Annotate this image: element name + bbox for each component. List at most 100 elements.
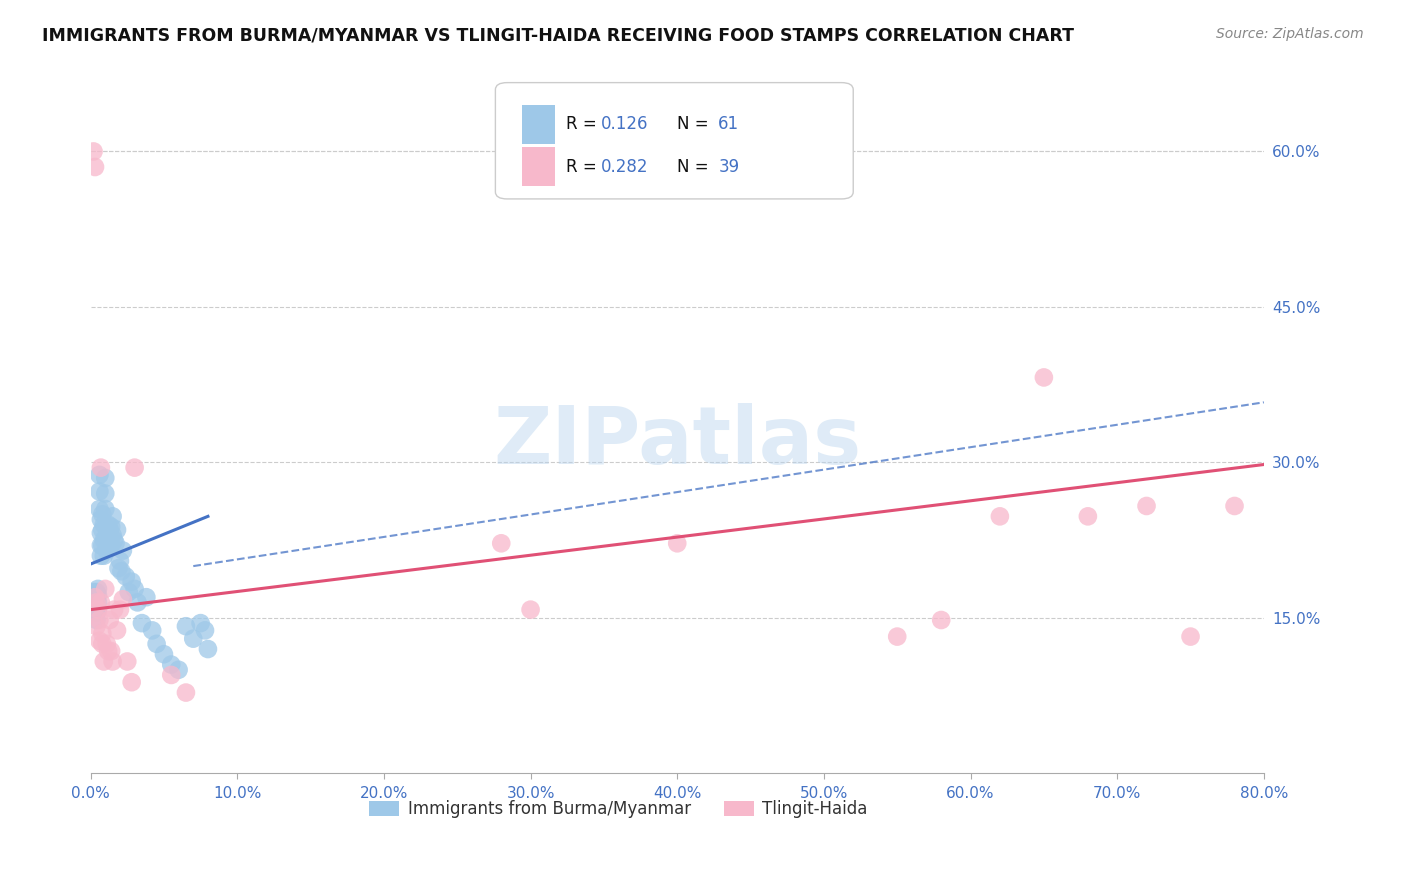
- Point: [114, 569, 136, 583]
- Point: [197, 642, 219, 657]
- Point: [160, 657, 183, 672]
- Text: 0.126: 0.126: [600, 115, 648, 133]
- Point: [97, 644, 120, 658]
- Point: [118, 585, 141, 599]
- Point: [1223, 499, 1246, 513]
- Point: [94, 502, 117, 516]
- Point: [107, 561, 129, 575]
- Point: [89, 633, 111, 648]
- Point: [96, 543, 118, 558]
- Point: [87, 588, 110, 602]
- Point: [117, 655, 139, 669]
- Point: [103, 533, 125, 548]
- Point: [84, 599, 107, 613]
- Point: [111, 592, 134, 607]
- Point: [90, 595, 112, 609]
- Point: [84, 591, 107, 605]
- Point: [174, 685, 197, 699]
- Point: [108, 602, 131, 616]
- Point: [108, 554, 131, 568]
- Point: [100, 538, 122, 552]
- Point: [153, 647, 176, 661]
- Point: [167, 663, 190, 677]
- Point: [83, 145, 105, 159]
- Point: [111, 543, 134, 558]
- Point: [145, 637, 167, 651]
- Point: [86, 619, 108, 633]
- Point: [90, 549, 112, 563]
- Point: [100, 644, 122, 658]
- Point: [91, 508, 114, 522]
- Point: [89, 484, 111, 499]
- Point: [86, 592, 108, 607]
- FancyBboxPatch shape: [523, 105, 555, 144]
- Point: [1032, 370, 1054, 384]
- Point: [90, 460, 112, 475]
- Point: [90, 538, 112, 552]
- Point: [83, 585, 105, 599]
- Point: [98, 613, 121, 627]
- FancyBboxPatch shape: [495, 83, 853, 199]
- Point: [141, 624, 163, 638]
- Point: [121, 675, 143, 690]
- Point: [97, 538, 120, 552]
- Point: [110, 564, 132, 578]
- Point: [886, 630, 908, 644]
- Point: [101, 528, 124, 542]
- Text: N =: N =: [678, 115, 714, 133]
- Point: [87, 602, 110, 616]
- Point: [121, 574, 143, 589]
- Point: [89, 502, 111, 516]
- Point: [91, 538, 114, 552]
- Point: [84, 160, 107, 174]
- Point: [104, 536, 127, 550]
- Point: [96, 637, 118, 651]
- Point: [91, 626, 114, 640]
- Point: [89, 613, 111, 627]
- FancyBboxPatch shape: [523, 147, 555, 186]
- Text: IMMIGRANTS FROM BURMA/MYANMAR VS TLINGIT-HAIDA RECEIVING FOOD STAMPS CORRELATION: IMMIGRANTS FROM BURMA/MYANMAR VS TLINGIT…: [42, 27, 1074, 45]
- Point: [87, 595, 110, 609]
- Point: [89, 467, 111, 482]
- Text: 39: 39: [718, 158, 740, 176]
- Text: R =: R =: [565, 158, 602, 176]
- Point: [101, 655, 124, 669]
- Point: [105, 624, 128, 638]
- Text: R =: R =: [565, 115, 602, 133]
- Point: [124, 460, 146, 475]
- Point: [93, 655, 115, 669]
- Point: [127, 595, 149, 609]
- Point: [90, 512, 112, 526]
- Point: [988, 509, 1011, 524]
- Point: [93, 549, 115, 563]
- Point: [87, 582, 110, 596]
- Point: [93, 517, 115, 532]
- Point: [94, 486, 117, 500]
- Point: [84, 591, 107, 605]
- Point: [105, 523, 128, 537]
- Point: [103, 602, 125, 616]
- Point: [86, 613, 108, 627]
- Point: [94, 471, 117, 485]
- Point: [1180, 630, 1202, 644]
- Point: [98, 523, 121, 537]
- Point: [124, 582, 146, 596]
- Point: [194, 624, 217, 638]
- Point: [666, 536, 689, 550]
- Point: [1077, 509, 1099, 524]
- Point: [174, 619, 197, 633]
- Point: [86, 606, 108, 620]
- Point: [491, 536, 513, 550]
- Point: [93, 533, 115, 548]
- Legend: Immigrants from Burma/Myanmar, Tlingit-Haida: Immigrants from Burma/Myanmar, Tlingit-H…: [363, 794, 875, 825]
- Point: [101, 509, 124, 524]
- Text: Source: ZipAtlas.com: Source: ZipAtlas.com: [1216, 27, 1364, 41]
- Point: [519, 602, 541, 616]
- Point: [98, 541, 121, 555]
- Point: [91, 523, 114, 537]
- Point: [135, 591, 157, 605]
- Text: 0.282: 0.282: [600, 158, 648, 176]
- Point: [90, 525, 112, 540]
- Point: [86, 585, 108, 599]
- Point: [96, 528, 118, 542]
